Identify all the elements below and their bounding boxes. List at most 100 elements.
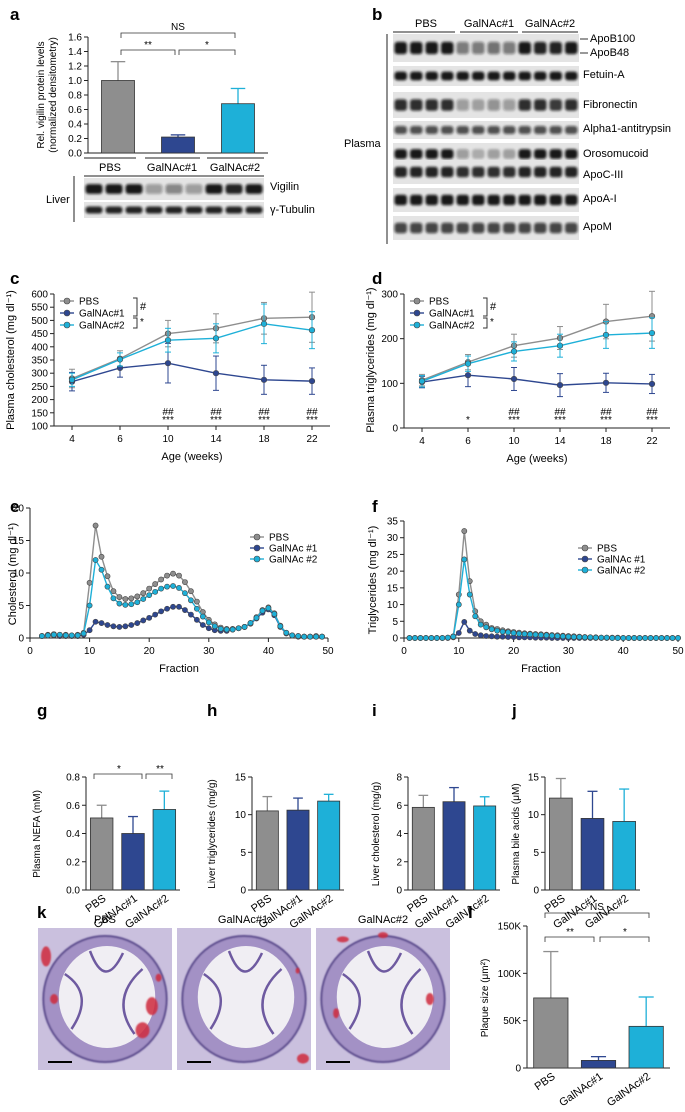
b-blot-row-bg [393, 188, 579, 212]
e-point [98, 553, 105, 560]
b-blot-row-band [565, 194, 578, 206]
e-point [152, 588, 159, 595]
b-blot-row-band [425, 194, 438, 206]
h-bar [286, 809, 310, 891]
f-chart: 0 5 10 15 20 25 30 35 0 10 20 30 40 50 Fraction Triglyc… [367, 517, 684, 676]
f-legend-marker [581, 544, 589, 552]
panel-letter-i: i [372, 701, 377, 720]
b-blot-row-band [487, 99, 500, 111]
e-point [146, 585, 153, 592]
f-point [412, 635, 418, 641]
b-blot-row-band [441, 99, 454, 111]
d-ytick-label: 0 [392, 424, 398, 435]
a-tubulin-row [84, 202, 264, 218]
b-blot-row-band [534, 99, 547, 111]
f-ylabel: Triglycerides (mg dl⁻¹) [367, 526, 379, 635]
e-point [146, 592, 153, 598]
a-bar [221, 103, 255, 154]
l-ytick-label: 50K [503, 1016, 521, 1027]
f-xtick-label: 0 [401, 646, 407, 657]
e-point [158, 608, 165, 615]
e-point [80, 630, 87, 637]
a-vigilin-row-band [165, 184, 183, 194]
d-sig-label: ## [646, 407, 658, 418]
panel-letter-a: a [10, 5, 20, 24]
a-ytick-label: 0.8 [68, 91, 82, 102]
e-point [86, 627, 93, 634]
e-point [86, 602, 93, 609]
b-blot-row-band [518, 99, 531, 111]
d-ytick-label: 100 [381, 379, 398, 390]
e-xtick-label: 30 [203, 646, 215, 657]
f-point [658, 635, 665, 641]
e-point [170, 583, 176, 589]
e-point [110, 623, 117, 630]
c-ytick-label: 250 [31, 382, 48, 393]
i-ytick-label: 8 [396, 773, 402, 784]
k-image-galnac1-lumen [197, 946, 295, 1048]
d-point [648, 329, 656, 337]
f-point [483, 624, 490, 631]
e-point [301, 633, 308, 640]
c-xtick-label: 10 [162, 434, 174, 445]
j-ylabel: Plasma bile acids (μM) [511, 783, 522, 884]
d-sig-label: *** [508, 415, 520, 426]
c-xtick-label: 22 [306, 434, 318, 445]
b-blot-row-band [503, 126, 516, 134]
c-point [116, 356, 124, 363]
a-vigilin-row-band [85, 184, 103, 194]
b-blot-row-band [425, 126, 438, 134]
a-ytick-label: 0.2 [68, 134, 82, 145]
e-point [176, 585, 182, 591]
l-bar [580, 1060, 617, 1069]
k-image-pbs [38, 928, 172, 1070]
c-ytick-label: 200 [31, 395, 48, 406]
c-point [308, 378, 316, 385]
e-point [223, 626, 230, 633]
b-blot-row [393, 121, 579, 139]
i-bar [411, 806, 435, 891]
c-ytick-label: 500 [31, 316, 48, 327]
b-blot-row-band [549, 99, 562, 111]
b-blot-row-band [503, 222, 516, 234]
b-blot-row-band [487, 126, 500, 134]
c-ytick-label: 550 [31, 303, 48, 314]
f-point [609, 635, 616, 641]
b-blot-row-band [394, 222, 407, 234]
a-ytick-label: 1.4 [68, 47, 82, 58]
c-point [68, 376, 76, 383]
b-blot-row-band [534, 41, 547, 55]
k-image-galnac2-lumen [336, 946, 434, 1048]
b-blot-row-band [456, 194, 469, 206]
j-bar [612, 821, 636, 891]
e-point [319, 633, 325, 640]
e-legend-label: GalNAc #2 [269, 555, 318, 566]
panel-letter-e: e [10, 497, 19, 516]
c-sig-label: *** [162, 415, 174, 426]
f-point [516, 630, 522, 637]
e-point [86, 579, 93, 586]
e-point [271, 611, 278, 617]
f-xtick-label: 40 [618, 646, 630, 657]
b-blot-row-band [565, 149, 578, 159]
e-xtick-label: 20 [144, 646, 156, 657]
f-point [472, 613, 479, 620]
f-point [543, 632, 550, 639]
e-point [217, 626, 224, 632]
k-title-galnac1: GalNAc#1 [218, 914, 268, 926]
b-group-galnac2: GalNAc#2 [525, 18, 575, 30]
c-ytick-label: 150 [31, 408, 48, 419]
e-legend-marker [253, 544, 261, 552]
a-tubulin-row-band [85, 206, 103, 214]
e-point [188, 588, 194, 595]
k-image-pbs-plaque [135, 1022, 150, 1039]
a-vigilin-row-band [205, 184, 223, 194]
b-blot-row-band [534, 194, 547, 206]
f-point [499, 628, 506, 635]
g-ylabel: Plasma NEFA (mM) [32, 790, 43, 878]
b-blot-row-band [441, 166, 454, 178]
d-point [464, 372, 472, 379]
